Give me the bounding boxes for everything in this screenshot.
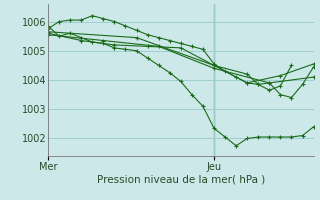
X-axis label: Pression niveau de la mer( hPa ): Pression niveau de la mer( hPa ): [97, 174, 265, 184]
